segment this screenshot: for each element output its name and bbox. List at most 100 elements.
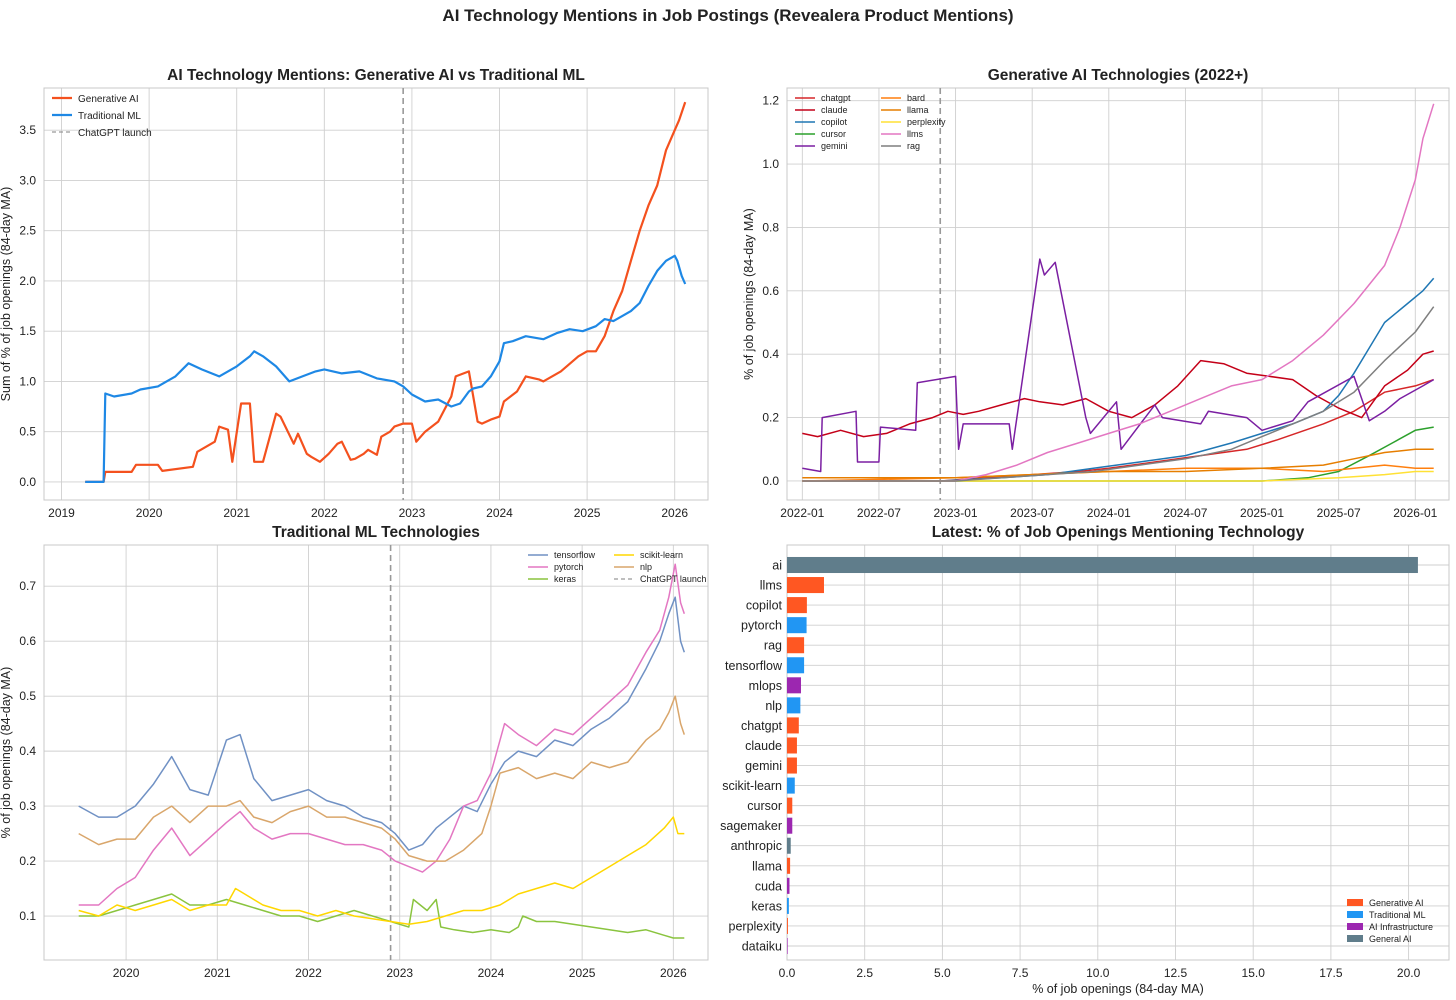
x-tick-label: 2021: [204, 966, 231, 980]
y-tick-label: 3.0: [19, 173, 36, 187]
y-axis-label: % of job openings (84-day MA): [0, 667, 13, 839]
chart-generative-technologies: Generative AI Technologies (2022+) 2022-0…: [742, 67, 1450, 520]
legend-label-general-ai: General AI: [1369, 934, 1412, 944]
legend-label-claude: claude: [821, 105, 848, 115]
figure-title: AI Technology Mentions in Job Postings (…: [442, 6, 1013, 25]
series-line-generative-ai: [85, 101, 687, 483]
series-line-traditional-ml: [85, 254, 687, 483]
legend: Generative AI Traditional ML ChatGPT launc…: [52, 94, 152, 139]
x-tick-label: 2026-01: [1393, 506, 1437, 520]
legend-label-nlp: nlp: [640, 562, 652, 572]
y-tick-label: 1.0: [19, 374, 36, 388]
plot-frame: [786, 544, 1450, 961]
x-tick-label: 2025: [574, 506, 601, 520]
legend-swatch-traditional-ml: [1347, 911, 1363, 918]
category-label-cuda: cuda: [755, 879, 782, 893]
y-axis-label: % of job openings (84-day MA): [742, 208, 756, 380]
plot-frame: [43, 544, 709, 961]
y-tick-label: 1.0: [762, 157, 779, 171]
series-line-gemini: [802, 258, 1435, 473]
x-tick-label: 20.0: [1397, 966, 1421, 980]
y-tick-label: 0.6: [19, 634, 36, 648]
category-label-sagemaker: sagemaker: [720, 819, 782, 833]
legend-label-keras: keras: [554, 574, 577, 584]
y-tick-label: 0.0: [19, 475, 36, 489]
legend-swatch-generative-ai: [1347, 899, 1363, 906]
bar-cursor: [787, 797, 793, 814]
y-tick-label: 0.7: [19, 579, 36, 593]
legend: chatgpt claude copilot cursor gemini bard llam…: [795, 93, 946, 151]
x-tick-label: 2024: [486, 506, 513, 520]
x-tick-label: 2026: [660, 966, 687, 980]
series-line-tensorflow: [78, 596, 686, 851]
chart-traditional-ml-technologies: Traditional ML Technologies 2020 2021 2022 2…: [0, 524, 709, 980]
x-tick-label: 2025-01: [1240, 506, 1284, 520]
category-label-gemini: gemini: [745, 759, 782, 773]
legend-label-chatgpt-launch: ChatGPT launch: [78, 128, 152, 139]
category-label-llama: llama: [752, 859, 782, 873]
category-label-copilot: copilot: [746, 599, 783, 613]
x-tick-label: 2022: [311, 506, 338, 520]
x-tick-label: 2022-07: [857, 506, 901, 520]
category-label-ai: ai: [772, 559, 782, 573]
bar-dataiku: [787, 937, 788, 955]
y-tick-label: 0.1: [19, 909, 36, 923]
series-line-llms: [802, 103, 1435, 482]
x-tick-label: 2025-07: [1317, 506, 1361, 520]
legend-label-scikit-learn: scikit-learn: [640, 550, 683, 560]
bar-pytorch: [787, 617, 807, 634]
bar-nlp: [787, 697, 801, 714]
category-label-tensorflow: tensorflow: [725, 659, 783, 673]
legend-label-bard: bard: [907, 93, 925, 103]
y-tick-label: 0.8: [762, 220, 779, 234]
bar-llms: [787, 577, 824, 594]
bar-llama: [787, 857, 791, 874]
y-tick-label: 0.5: [19, 689, 36, 703]
category-label-perplexity: perplexity: [729, 919, 783, 933]
series-line-llama: [802, 448, 1434, 479]
legend-swatch-general-ai: [1347, 935, 1363, 942]
x-tick-label: 2023: [386, 966, 413, 980]
category-label-dataiku: dataiku: [742, 940, 782, 954]
x-tick-label: 2024: [478, 966, 505, 980]
legend-label-rag: rag: [907, 141, 920, 151]
chart-generative-vs-traditional: AI Technology Mentions: Generative AI vs…: [0, 67, 709, 520]
x-tick-label: 15.0: [1242, 966, 1266, 980]
bar-sagemaker: [787, 817, 793, 834]
plot-frame: [43, 87, 709, 501]
legend-label-gemini: gemini: [821, 141, 848, 151]
bar-chatgpt: [787, 717, 799, 734]
chart-title: Latest: % of Job Openings Mentioning Tec…: [932, 524, 1305, 541]
category-label-claude: claude: [745, 739, 782, 753]
legend-label-traditional-ml: Traditional ML: [1369, 910, 1426, 920]
category-label-anthropic: anthropic: [731, 839, 782, 853]
category-label-pytorch: pytorch: [741, 619, 782, 633]
y-tick-label: 3.5: [19, 123, 36, 137]
x-tick-label: 12.5: [1164, 966, 1188, 980]
x-tick-label: 2025: [569, 966, 596, 980]
bar-anthropic: [787, 837, 791, 854]
x-tick-label: 17.5: [1319, 966, 1343, 980]
x-tick-label: 2026: [661, 506, 688, 520]
bar-keras: [787, 897, 789, 914]
x-tick-label: 2022: [295, 966, 322, 980]
legend-label-generative-ai: Generative AI: [1369, 898, 1424, 908]
x-tick-label: 2020: [136, 506, 163, 520]
x-tick-label: 2023-01: [934, 506, 978, 520]
y-tick-label: 1.5: [19, 324, 36, 338]
y-tick-label: 0.5: [19, 425, 36, 439]
legend-label-llama: llama: [907, 105, 929, 115]
legend-label-ai-infrastructure: AI Infrastructure: [1369, 922, 1433, 932]
bar-perplexity: [787, 917, 788, 934]
legend-label-generative-ai: Generative AI: [78, 94, 139, 105]
y-tick-label: 2.5: [19, 224, 36, 238]
chart-title: AI Technology Mentions: Generative AI vs…: [167, 67, 585, 84]
legend-swatch-ai-infrastructure: [1347, 923, 1363, 930]
category-label-rag: rag: [764, 639, 782, 653]
x-tick-label: 2022-01: [780, 506, 824, 520]
series-line-rag: [802, 306, 1435, 482]
series-line-keras: [78, 893, 685, 939]
chart-title: Generative AI Technologies (2022+): [988, 67, 1249, 84]
x-tick-label: 5.0: [934, 966, 951, 980]
legend-label-chatgpt-launch: ChatGPT launch: [640, 574, 706, 584]
